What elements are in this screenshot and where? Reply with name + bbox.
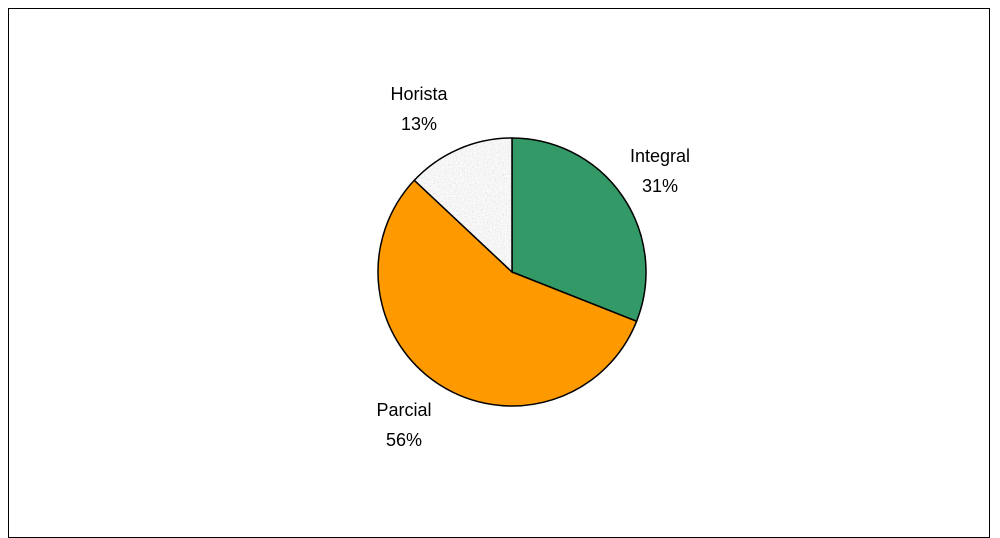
slice-label-parcial: Parcial: [376, 400, 431, 420]
slice-value-horista: 13%: [401, 114, 437, 134]
slice-value-integral: 31%: [642, 176, 678, 196]
slice-label-integral: Integral: [630, 146, 690, 166]
pie-slices: [378, 138, 646, 406]
slice-label-horista: Horista: [390, 84, 448, 104]
slice-value-parcial: 56%: [386, 430, 422, 450]
